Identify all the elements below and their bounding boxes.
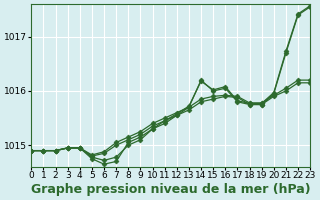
X-axis label: Graphe pression niveau de la mer (hPa): Graphe pression niveau de la mer (hPa) [31,183,310,196]
